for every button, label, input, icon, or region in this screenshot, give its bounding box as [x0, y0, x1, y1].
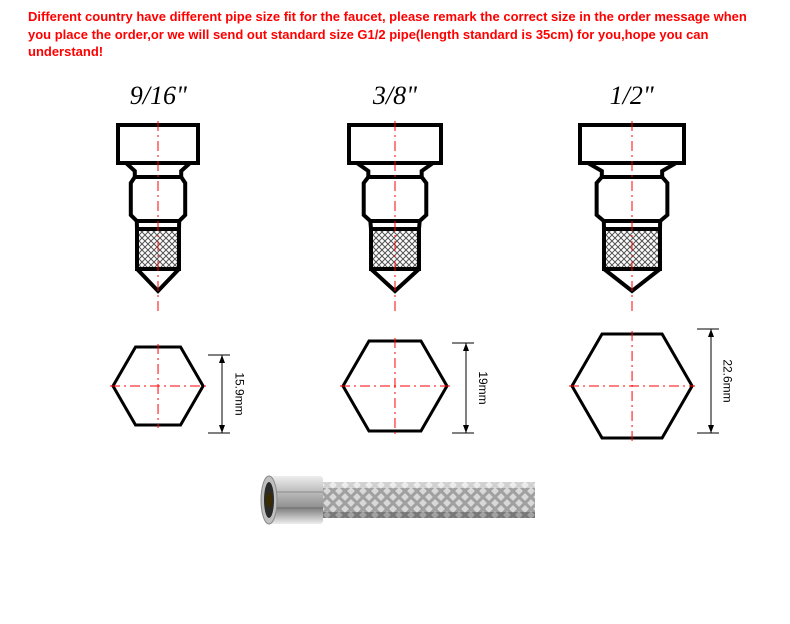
hex-dim-2: 22.6mm [721, 359, 735, 402]
fitting-1 [277, 121, 514, 311]
hexes-row: 15.9mm 19mm 22.6mm [0, 339, 790, 439]
warning-text: Different country have different pipe si… [0, 0, 790, 73]
size-label-2: 1/2" [513, 81, 750, 111]
hex-dim-0: 15.9mm [232, 372, 246, 415]
fitting-2 [513, 121, 750, 311]
size-label-0: 9/16" [40, 81, 277, 111]
size-label-1: 3/8" [277, 81, 514, 111]
fittings-row [0, 121, 790, 311]
hex-cell-0: 15.9mm [40, 339, 277, 439]
size-labels-row: 9/16" 3/8" 1/2" [0, 81, 790, 111]
hex-dim-1: 19mm [476, 371, 490, 404]
hex-cell-1: 19mm [277, 339, 514, 439]
hex-cell-2: 22.6mm [513, 339, 750, 439]
hose-row [0, 461, 790, 539]
fitting-0 [40, 121, 277, 311]
hose-image [255, 461, 535, 539]
